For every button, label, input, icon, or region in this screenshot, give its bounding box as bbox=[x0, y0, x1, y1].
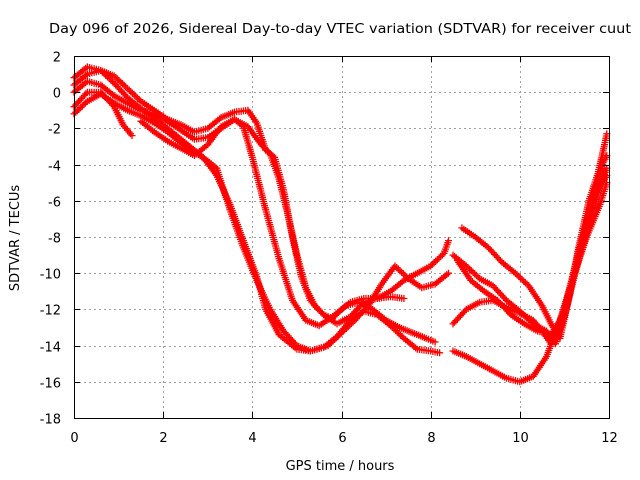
series-trace-5 bbox=[70, 67, 611, 342]
x-tick-label: 10 bbox=[512, 431, 529, 446]
x-tick-label: 0 bbox=[70, 431, 78, 446]
y-tick-label: -16 bbox=[40, 377, 61, 392]
y-tick-label: -2 bbox=[48, 123, 61, 138]
y-tick-label: -18 bbox=[40, 413, 61, 428]
y-tick-label: -8 bbox=[48, 232, 61, 247]
y-tick-labels: 2 0 -2 -4 -6 -8 -10 -12 -14 -16 -18 bbox=[40, 51, 61, 428]
y-tick-label: 2 bbox=[53, 51, 61, 66]
y-tick-label: -6 bbox=[48, 196, 61, 211]
y-tick-label: -12 bbox=[40, 304, 61, 319]
x-tick-label: 4 bbox=[248, 431, 256, 446]
x-tick-label: 2 bbox=[159, 431, 167, 446]
x-axis-label: GPS time / hours bbox=[286, 459, 395, 474]
series-line bbox=[73, 66, 450, 352]
y-tick-label: -4 bbox=[48, 160, 61, 175]
y-tick-label: 0 bbox=[53, 87, 61, 102]
x-tick-label: 8 bbox=[427, 431, 435, 446]
y-tick-label: -14 bbox=[40, 341, 61, 356]
series-markers bbox=[137, 115, 408, 322]
x-tick-label: 12 bbox=[601, 431, 618, 446]
x-tick-labels: 0 2 4 6 8 10 12 bbox=[70, 431, 617, 446]
axis-ticks bbox=[74, 56, 610, 419]
chart-title: Day 096 of 2026, Sidereal Day-to-day VTE… bbox=[49, 22, 631, 37]
series-markers bbox=[453, 164, 611, 339]
series-trace-4 bbox=[70, 88, 611, 348]
data-series bbox=[70, 63, 611, 386]
y-tick-label: -10 bbox=[40, 268, 61, 283]
series-markers bbox=[458, 130, 611, 342]
x-tick-label: 6 bbox=[338, 431, 346, 446]
y-axis-label: SDTVAR / TECUs bbox=[8, 185, 23, 292]
